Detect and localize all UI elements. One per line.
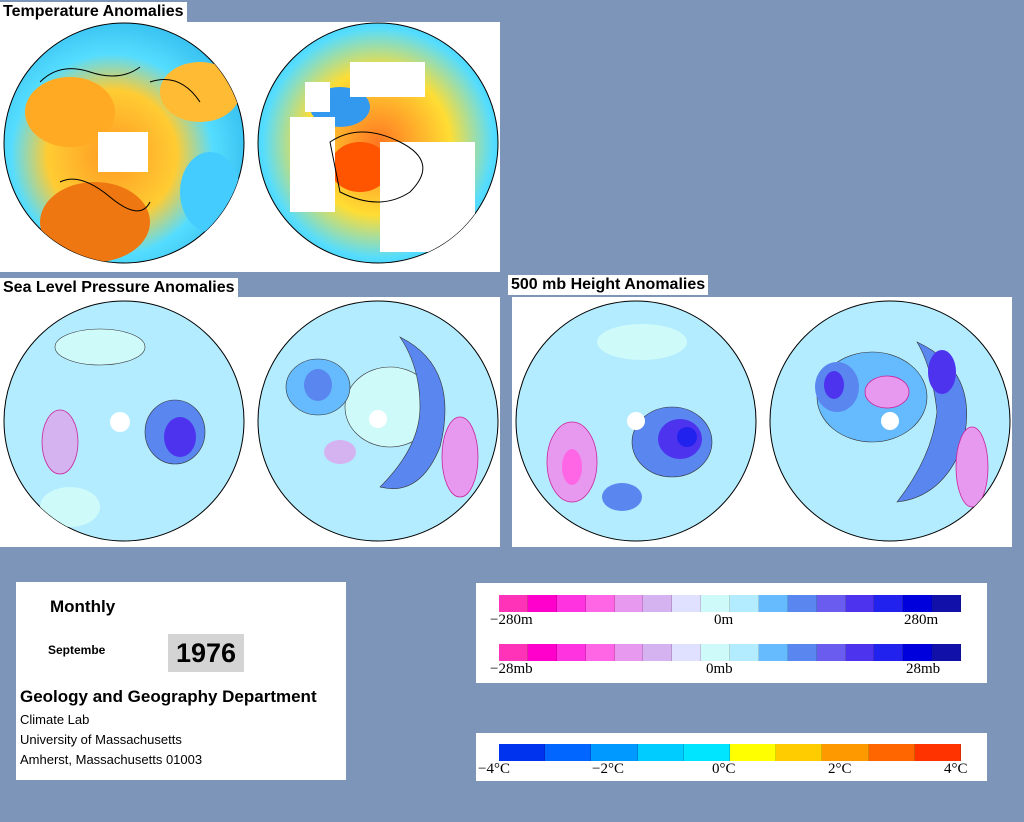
address-line: Amherst, Massachusetts 01003 xyxy=(20,752,203,767)
pressure-colorbar-swatch xyxy=(758,644,788,661)
south-hemisphere-slp-map xyxy=(257,300,499,542)
department-name: Geology and Geography Department xyxy=(20,687,317,706)
temperature-colorbar-swatch xyxy=(545,744,592,761)
height-colorbar-swatch xyxy=(672,595,702,612)
height-colorbar-swatch xyxy=(556,595,586,612)
south-hemisphere-temp-map xyxy=(257,22,499,264)
temperature-colorbar-swatch xyxy=(591,744,638,761)
temp-label-2: 2°C xyxy=(828,761,852,777)
slp-title: Sea Level Pressure Anomalies xyxy=(0,278,238,298)
temperature-title: Temperature Anomalies xyxy=(0,2,187,22)
temp-label-neg4: −4°C xyxy=(478,761,510,777)
pressure-colorbar-swatch xyxy=(527,644,557,661)
pressure-colorbar-swatch xyxy=(614,644,644,661)
temperature-colorbar-swatch xyxy=(499,744,546,761)
height-colorbar-swatch xyxy=(730,595,759,612)
period-label: Monthly xyxy=(50,597,116,616)
height-colorbar-swatch xyxy=(499,595,528,612)
pressure-colorbar xyxy=(499,644,961,661)
slp-maps xyxy=(3,300,499,542)
north-hemisphere-height-map xyxy=(515,300,757,542)
temp-label-0: 0°C xyxy=(712,761,736,777)
temperature-colorbar-swatch xyxy=(822,744,869,761)
height-colorbar-swatch xyxy=(874,595,904,612)
pressure-mid-label: 0mb xyxy=(706,661,733,677)
height-colorbar-swatch xyxy=(527,595,557,612)
pressure-colorbar-swatch xyxy=(672,644,702,661)
north-hemisphere-temp-map xyxy=(3,22,245,264)
pressure-colorbar-swatch xyxy=(787,644,817,661)
height-colorbar-swatch xyxy=(903,595,933,612)
pressure-colorbar-swatch xyxy=(556,644,586,661)
pressure-colorbar-swatch xyxy=(585,644,615,661)
height-colorbar xyxy=(499,595,961,612)
height-colorbar-swatch xyxy=(643,595,673,612)
height-min-label: −280m xyxy=(490,612,533,628)
height-colorbar-swatch xyxy=(585,595,615,612)
temp-label-4: 4°C xyxy=(944,761,968,777)
height-colorbar-swatch xyxy=(614,595,644,612)
height-colorbar-swatch xyxy=(701,595,730,612)
height-colorbar-swatch xyxy=(816,595,846,612)
height-max-label: 280m xyxy=(904,612,939,628)
year-label: 1976 xyxy=(168,634,244,672)
height-mid-label: 0m xyxy=(714,612,734,628)
lab-name: Climate Lab xyxy=(20,712,90,727)
pressure-colorbar-swatch xyxy=(874,644,904,661)
pressure-colorbar-swatch xyxy=(701,644,730,661)
height500-title: 500 mb Height Anomalies xyxy=(508,275,709,295)
info-box: Monthly Septembe 1976 Geology and Geogra… xyxy=(16,582,346,780)
temperature-colorbar-swatch xyxy=(637,744,684,761)
height-colorbar-swatch xyxy=(787,595,817,612)
temp-label-neg2: −2°C xyxy=(592,761,624,777)
pressure-colorbar-swatch xyxy=(499,644,528,661)
pressure-min-label: −28mb xyxy=(490,661,533,677)
pressure-colorbar-swatch xyxy=(845,644,875,661)
temperature-colorbar-swatch xyxy=(914,744,962,761)
temperature-panel xyxy=(0,22,500,272)
month-label: Septembe xyxy=(48,643,106,657)
pressure-colorbar-swatch xyxy=(816,644,846,661)
south-hemisphere-height-map xyxy=(769,300,1011,542)
height-pressure-legend: −280m 0m 280m −28mb 0mb 28mb xyxy=(476,583,987,683)
pressure-colorbar-swatch xyxy=(643,644,673,661)
university-name: University of Massachusetts xyxy=(20,732,182,747)
temperature-colorbar-swatch xyxy=(776,744,823,761)
north-hemisphere-slp-map xyxy=(3,300,245,542)
pressure-colorbar-swatch xyxy=(932,644,961,661)
temperature-maps xyxy=(3,22,499,264)
slp-panel xyxy=(0,297,500,547)
height500-panel xyxy=(512,297,1012,547)
temperature-colorbar-swatch xyxy=(868,744,915,761)
height-colorbar-swatch xyxy=(758,595,788,612)
pressure-max-label: 28mb xyxy=(906,661,941,677)
temperature-colorbar-swatch xyxy=(730,744,777,761)
temperature-legend: −4°C −2°C 0°C 2°C 4°C xyxy=(476,733,987,781)
height500-maps xyxy=(515,300,1011,542)
pressure-colorbar-swatch xyxy=(903,644,933,661)
temperature-colorbar-swatch xyxy=(683,744,731,761)
temperature-colorbar xyxy=(499,744,962,761)
height-colorbar-swatch xyxy=(932,595,961,612)
pressure-colorbar-swatch xyxy=(730,644,759,661)
height-colorbar-swatch xyxy=(845,595,875,612)
